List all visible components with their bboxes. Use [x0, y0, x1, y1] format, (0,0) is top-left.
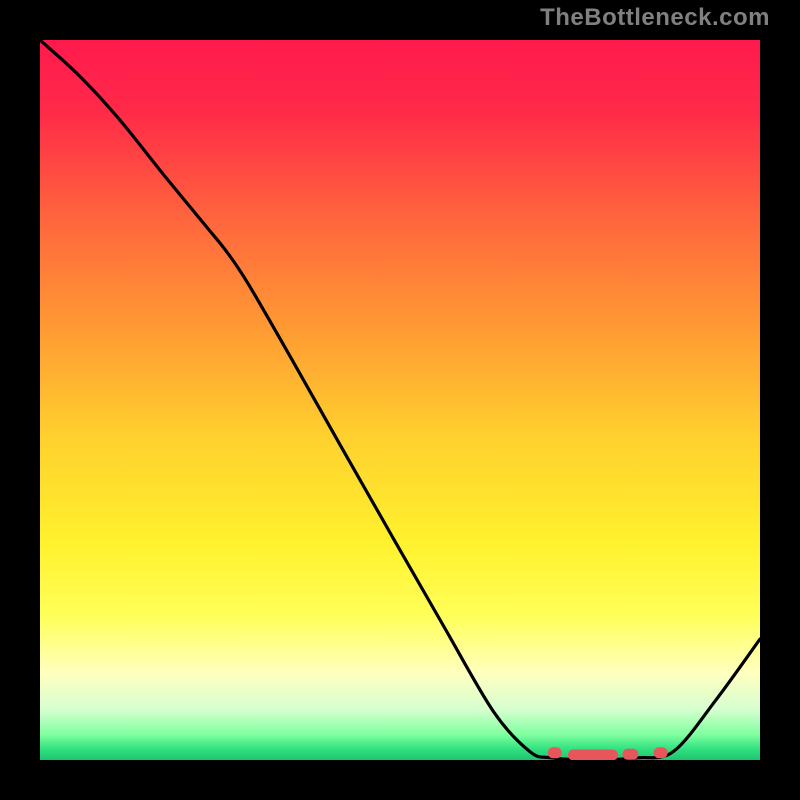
gradient-background [40, 40, 760, 760]
valley-marker [548, 747, 562, 758]
chart-frame: TheBottleneck.com [0, 0, 800, 800]
valley-marker [568, 749, 618, 760]
plot-svg [40, 40, 760, 760]
plot-area [40, 40, 760, 760]
valley-marker [622, 749, 638, 760]
valley-marker [654, 747, 668, 758]
watermark-text: TheBottleneck.com [540, 4, 770, 32]
